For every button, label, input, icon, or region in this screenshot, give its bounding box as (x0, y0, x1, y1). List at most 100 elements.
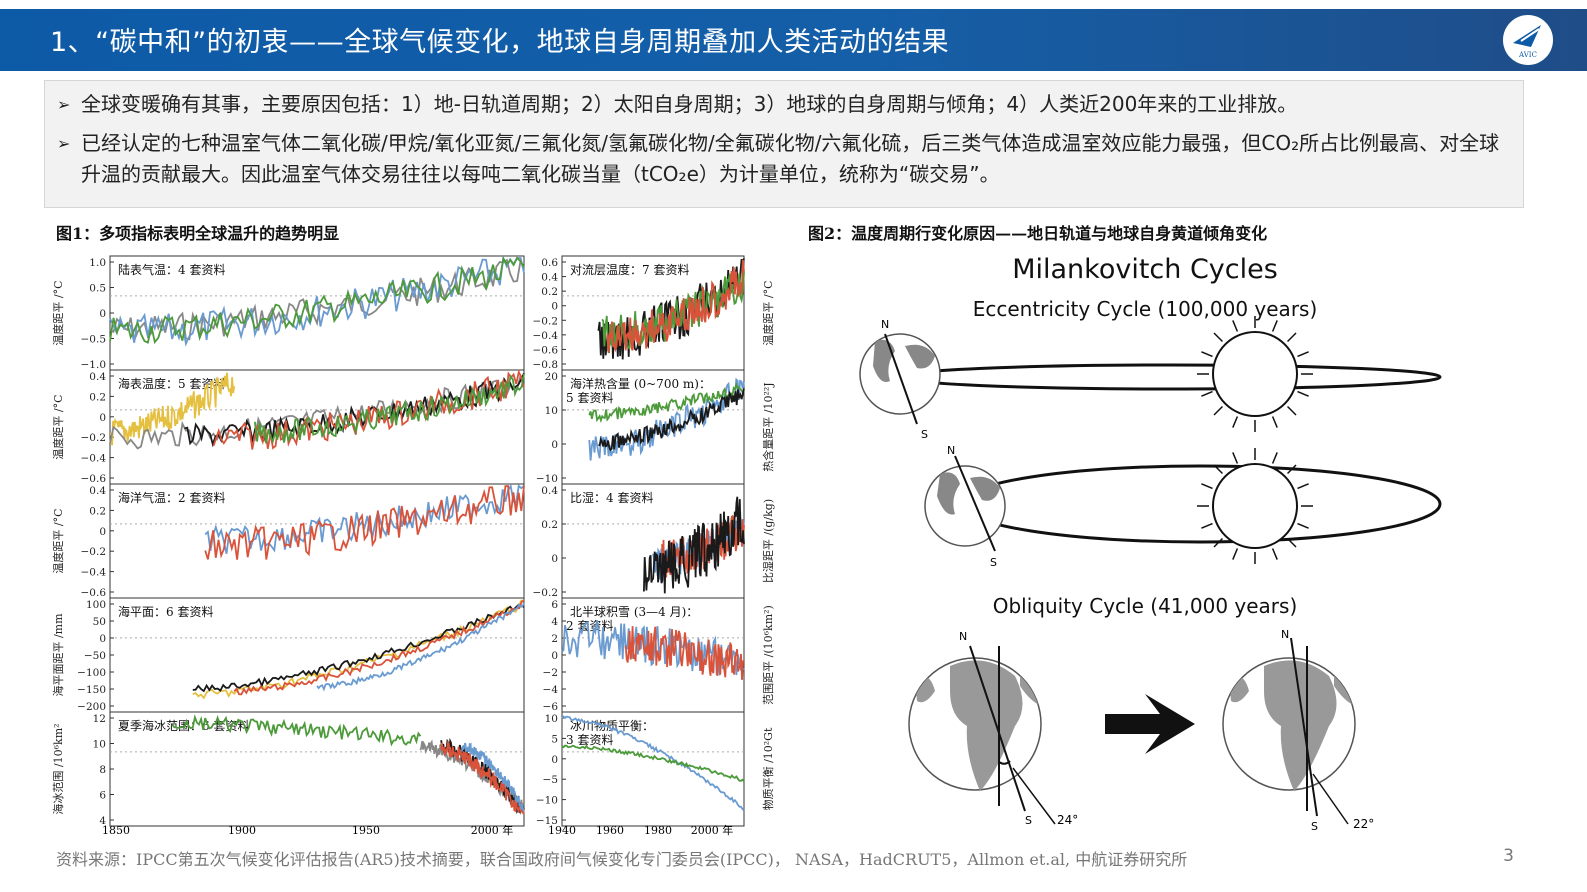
y-tick-label: 0 (99, 412, 106, 424)
north-label: N (947, 444, 955, 457)
angle-24-label: 24° (1057, 813, 1078, 827)
y-tick-label: 6 (551, 599, 558, 611)
angle-22-label: 22° (1353, 817, 1374, 831)
y-tick-label: 0.4 (541, 272, 558, 284)
orbit-ellipse (898, 363, 1442, 391)
y-tick-label: 10 (93, 739, 106, 751)
earth-icon: N S 22° (1222, 628, 1374, 833)
y-tick-label: 0 (551, 439, 558, 451)
series-line (109, 256, 525, 345)
y-tick-label: 10 (545, 713, 558, 725)
north-label: N (881, 318, 889, 331)
panel-label: 5 套资料 (566, 391, 613, 405)
arrow-bullet-icon: ➢ (57, 134, 71, 153)
logo-text: AVIC (1518, 51, 1537, 59)
panel-label: 陆表气温：4 套资料 (118, 262, 225, 277)
y-tick-label: −4 (543, 684, 559, 696)
y-tick-label: 8 (99, 764, 106, 776)
series-line (204, 483, 525, 554)
panel-label: 海洋热含量 (0~700 m)： (570, 376, 711, 391)
x-tick-label: 2000 年 (691, 823, 734, 837)
y-tick-label: −10 (536, 473, 558, 485)
y-axis-title: 温度距平 /°C (51, 280, 65, 345)
north-label: N (959, 630, 967, 643)
y-axis-title: 温度距平 /°C (51, 508, 65, 573)
y-tick-label: 4 (99, 815, 106, 827)
obliquity-label: Obliquity Cycle (41,000 years) (993, 594, 1298, 618)
y-tick-label: 0.6 (541, 257, 558, 269)
y-tick-label: 100 (86, 599, 106, 611)
bullet-item: ➢ 全球变暖确有其事，主要原因包括：1）地-日轨道周期；2）太阳自身周期；3）地… (57, 89, 1511, 120)
series-line (561, 715, 745, 811)
series-line (606, 259, 745, 353)
y-tick-label: 0 (99, 633, 106, 645)
y-tick-label: −0.4 (81, 453, 107, 465)
series-line (561, 619, 745, 676)
y-tick-label: 0.2 (89, 391, 106, 403)
y-tick-label: 0.4 (89, 485, 106, 497)
y-tick-label: −0.2 (533, 587, 559, 599)
y-tick-label: 0 (551, 754, 558, 766)
bullet-box: ➢ 全球变暖确有其事，主要原因包括：1）地-日轨道周期；2）太阳自身周期；3）地… (44, 80, 1524, 208)
series-line (192, 599, 525, 700)
south-label: S (921, 428, 928, 441)
panel-label: 对流层温度：7 套资料 (570, 262, 689, 277)
y-tick-label: −0.2 (81, 546, 107, 558)
y-tick-label: 2 (551, 633, 558, 645)
y-tick-label: 4 (551, 616, 558, 628)
y-tick-label: 1.0 (89, 257, 106, 269)
panel-label: 海洋气温：2 套资料 (118, 490, 225, 505)
y-tick-label: 20 (545, 371, 558, 383)
series-line (643, 496, 745, 594)
y-tick-label: −0.2 (81, 432, 107, 444)
y-tick-label: 5 (551, 733, 558, 745)
x-tick-label: 1940 (548, 824, 576, 837)
series-line (624, 626, 745, 680)
y-tick-label: −50 (84, 650, 106, 662)
y-tick-label: 0 (99, 526, 106, 538)
y-tick-label: 0.2 (89, 505, 106, 517)
milankovitch-title: Milankovitch Cycles (1012, 254, 1278, 285)
panel-label: 海平面：6 套资料 (118, 604, 213, 619)
y-tick-label: −15 (536, 815, 558, 827)
panel-label: 比湿：4 套资料 (570, 490, 653, 505)
y-tick-label: 0.2 (541, 286, 558, 298)
y-tick-label: 0 (551, 553, 558, 565)
y-tick-label: −100 (77, 667, 106, 679)
bullet-text: 已经认定的七种温室气体二氧化碳/甲烷/氧化亚氮/三氟化氮/氢氟碳化物/全氟碳化物… (81, 131, 1500, 186)
panel-label: 海表温度：5 套资料 (118, 376, 225, 391)
y-tick-label: −0.4 (81, 567, 107, 579)
south-label: S (1311, 820, 1318, 833)
south-label: S (1025, 814, 1032, 827)
y-tick-label: 0 (99, 308, 106, 320)
source-note: 资料来源：IPCC第五次气候变化评估报告(AR5)技术摘要，联合国政府间气候变化… (56, 850, 1188, 869)
earth-icon: N S 24° (908, 630, 1078, 827)
panel-label: 北半球积雪 (3—4 月)： (570, 605, 698, 619)
y-axis-title: 比湿距平 /(g/kg) (762, 499, 775, 583)
y-tick-label: −150 (77, 684, 106, 696)
arrow-right-icon (1105, 694, 1195, 754)
series-line (109, 256, 525, 344)
south-label: S (990, 556, 997, 569)
series-line (171, 714, 422, 747)
series-line (192, 603, 525, 693)
earth-icon: N S (924, 444, 1006, 569)
panel-label: 2 套资料 (566, 619, 613, 633)
right-panels: 0.6 0.4 0.2 0 −0.2 −0.4 −0.6 −0.8 对流层温度：7 套资料温度距… (533, 255, 775, 827)
y-axis-title: 海冰范围 /10⁶km² (51, 723, 65, 814)
y-tick-label: 12 (93, 713, 106, 725)
north-label: N (1281, 628, 1289, 641)
y-axis-title: 热含量距平 /10²²J (761, 382, 775, 471)
y-tick-label: 0.2 (541, 519, 558, 531)
bullet-item: ➢ 已经认定的七种温室气体二氧化碳/甲烷/氧化亚氮/三氟化氮/氢氟碳化物/全氟碳… (57, 128, 1511, 190)
x-tick-label: 2000 年 (471, 823, 514, 837)
x-tick-label: 1980 (644, 824, 672, 837)
series-line (588, 381, 745, 424)
figure2-caption: 图2：温度周期行变化原因——地日轨道与地球自身黄道倾角变化 (808, 224, 1268, 243)
y-tick-label: −0.6 (533, 344, 559, 356)
series-line (461, 742, 525, 812)
series-line (598, 388, 745, 452)
y-axis-title: 海平面距平 /mm (51, 613, 65, 697)
figure2-milankovitch: Milankovitch Cycles Eccentricity Cycle (… (859, 254, 1442, 833)
